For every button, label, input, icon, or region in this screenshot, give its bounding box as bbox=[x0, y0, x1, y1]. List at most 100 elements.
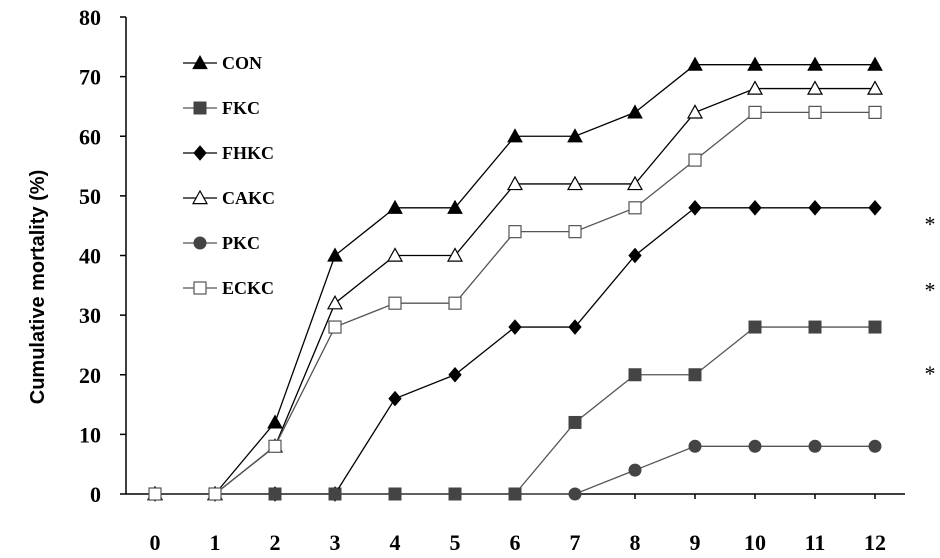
significance-asterisk: * bbox=[925, 277, 936, 302]
data-point-con bbox=[807, 56, 823, 71]
data-point-fkc bbox=[748, 320, 762, 334]
data-point-con bbox=[567, 128, 583, 143]
legend-item-eckc: ECKC bbox=[183, 278, 274, 298]
data-point-fkc bbox=[688, 368, 702, 382]
data-point-con bbox=[687, 56, 703, 71]
legend-label: PKC bbox=[222, 233, 260, 253]
legend-marker bbox=[193, 101, 207, 115]
data-point-con bbox=[327, 247, 343, 262]
legend-marker bbox=[193, 281, 207, 295]
data-point-fhkc bbox=[868, 200, 882, 216]
x-tick-label: 4 bbox=[390, 530, 401, 555]
y-tick-label: 10 bbox=[79, 422, 101, 447]
x-tick-label: 10 bbox=[744, 530, 766, 555]
y-tick-label: 60 bbox=[79, 124, 101, 149]
legend-item-cakc: CAKC bbox=[183, 188, 275, 208]
legend-item-con: CON bbox=[183, 53, 262, 73]
data-point-eckc bbox=[448, 296, 462, 310]
series-eckc bbox=[148, 105, 882, 501]
series-line-pkc bbox=[155, 445, 875, 495]
data-point-fkc bbox=[808, 320, 822, 334]
data-point-eckc bbox=[868, 105, 882, 120]
series-pkc bbox=[148, 439, 882, 501]
legend-label: CAKC bbox=[222, 188, 275, 208]
data-point-eckc bbox=[808, 105, 822, 120]
data-point-fhkc bbox=[808, 200, 822, 216]
data-point-cakc bbox=[626, 175, 644, 191]
x-tick-labels: 0 1 2 3 4 5 6 7 8 9 10 11 12 bbox=[150, 530, 887, 555]
x-tick-label: 2 bbox=[270, 530, 281, 555]
data-point-pkc bbox=[448, 487, 462, 501]
data-point-fkc bbox=[868, 320, 882, 334]
data-point-eckc bbox=[328, 320, 342, 334]
y-tick-label: 40 bbox=[79, 244, 101, 269]
data-point-fhkc bbox=[688, 200, 702, 216]
data-point-con bbox=[267, 414, 283, 429]
x-tick-label: 11 bbox=[805, 530, 826, 555]
y-tick-label: 70 bbox=[79, 65, 101, 90]
data-point-cakc bbox=[386, 247, 404, 262]
data-point-eckc bbox=[148, 487, 162, 501]
data-point-cakc bbox=[746, 80, 764, 95]
legend-label: CON bbox=[222, 53, 262, 73]
legend-label: ECKC bbox=[222, 278, 274, 298]
data-point-con bbox=[387, 199, 403, 214]
legend-item-fkc: FKC bbox=[183, 98, 260, 118]
series-fkc bbox=[148, 320, 882, 501]
x-tick-label: 1 bbox=[210, 530, 221, 555]
data-point-pkc bbox=[508, 487, 522, 501]
x-tick-label: 8 bbox=[630, 530, 641, 555]
data-point-pkc bbox=[568, 487, 582, 501]
x-tick-label: 7 bbox=[570, 530, 581, 555]
legend-marker bbox=[193, 236, 207, 250]
data-point-con bbox=[867, 56, 883, 71]
data-point-eckc bbox=[568, 225, 582, 239]
data-point-eckc bbox=[388, 296, 402, 310]
legend-marker bbox=[192, 54, 208, 70]
y-tick-label: 0 bbox=[90, 482, 101, 507]
axes bbox=[120, 16, 905, 499]
data-point-fhkc bbox=[628, 247, 642, 264]
legend-item-pkc: PKC bbox=[183, 233, 260, 253]
significance-asterisk: * bbox=[925, 212, 936, 237]
legend-marker bbox=[191, 189, 209, 205]
data-point-cakc bbox=[686, 104, 704, 119]
data-point-pkc bbox=[628, 463, 642, 477]
data-point-eckc bbox=[268, 439, 282, 453]
legend-label: FHKC bbox=[222, 143, 274, 163]
data-point-fkc bbox=[568, 415, 582, 429]
y-tick-label: 80 bbox=[79, 5, 101, 30]
x-tick-label: 5 bbox=[450, 530, 461, 555]
x-tick-label: 12 bbox=[864, 530, 886, 555]
data-point-eckc bbox=[688, 153, 702, 167]
data-point-con bbox=[507, 128, 523, 143]
x-tick-label: 3 bbox=[330, 530, 341, 555]
data-point-eckc bbox=[508, 225, 522, 239]
legend-label: FKC bbox=[222, 98, 260, 118]
data-point-fhkc bbox=[508, 319, 522, 335]
y-tick-labels: 0 10 20 30 40 50 60 70 80 bbox=[79, 5, 101, 507]
x-tick-label: 0 bbox=[150, 530, 161, 555]
legend: CON FKC FHKC CAKC PKC ECKC bbox=[183, 53, 275, 298]
data-point-pkc bbox=[328, 487, 342, 501]
series-con bbox=[147, 56, 883, 501]
y-tick-label: 20 bbox=[79, 363, 101, 388]
data-point-cakc bbox=[806, 80, 824, 95]
y-tick-label: 50 bbox=[79, 184, 101, 209]
data-point-fhkc bbox=[388, 390, 402, 407]
data-point-fhkc bbox=[748, 200, 762, 216]
data-point-pkc bbox=[748, 439, 762, 453]
x-tick-label: 9 bbox=[690, 530, 701, 555]
data-point-cakc bbox=[326, 294, 344, 310]
series-group bbox=[146, 56, 884, 502]
data-point-eckc bbox=[208, 487, 222, 501]
significance-asterisk: * bbox=[925, 361, 936, 386]
data-point-fkc bbox=[628, 368, 642, 382]
series-line-fkc bbox=[155, 326, 875, 495]
significance-annotations: * * * bbox=[925, 212, 936, 386]
data-point-fhkc bbox=[448, 366, 462, 383]
y-axis-label: Cumulative mortality (%) bbox=[27, 170, 49, 404]
data-point-cakc bbox=[566, 175, 584, 191]
data-point-con bbox=[447, 199, 463, 214]
data-point-eckc bbox=[748, 105, 762, 120]
